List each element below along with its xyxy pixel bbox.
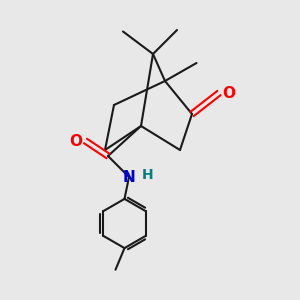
Text: O: O (69, 134, 82, 148)
Text: N: N (123, 169, 135, 184)
Text: O: O (223, 85, 236, 100)
Text: H: H (142, 168, 153, 182)
